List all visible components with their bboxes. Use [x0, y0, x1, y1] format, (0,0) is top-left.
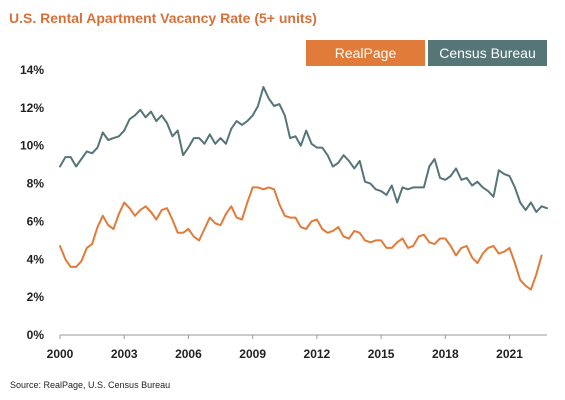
legend-realpage-label: RealPage [334, 45, 397, 61]
y-tick-label: 10% [20, 139, 44, 153]
x-tick-label: 2009 [239, 347, 266, 361]
y-tick-label: 2% [27, 290, 45, 304]
y-tick-label: 6% [27, 214, 45, 228]
x-tick-label: 2006 [175, 347, 202, 361]
y-tick-label: 14% [20, 63, 44, 77]
legend-realpage: RealPage [306, 40, 425, 66]
series-line-census-bureau [59, 86, 548, 213]
legend-census-bureau: Census Bureau [428, 40, 547, 66]
y-tick-label: 12% [20, 101, 44, 115]
x-tick-label: 2018 [432, 347, 459, 361]
x-tick-label: 2012 [304, 347, 331, 361]
y-tick-label: 8% [27, 177, 45, 191]
x-tick-label: 2003 [111, 347, 138, 361]
y-tick-label: 4% [27, 252, 45, 266]
source-note: Source: RealPage, U.S. Census Bureau [10, 380, 171, 390]
legend-census-bureau-label: Census Bureau [439, 45, 536, 61]
x-tick-label: 2000 [47, 347, 74, 361]
chart-title: U.S. Rental Apartment Vacancy Rate (5+ u… [9, 10, 317, 26]
x-tick-label: 2021 [496, 347, 523, 361]
x-tick-label: 2015 [368, 347, 395, 361]
series-line-realpage [59, 186, 543, 291]
y-tick-label: 0% [27, 328, 45, 342]
